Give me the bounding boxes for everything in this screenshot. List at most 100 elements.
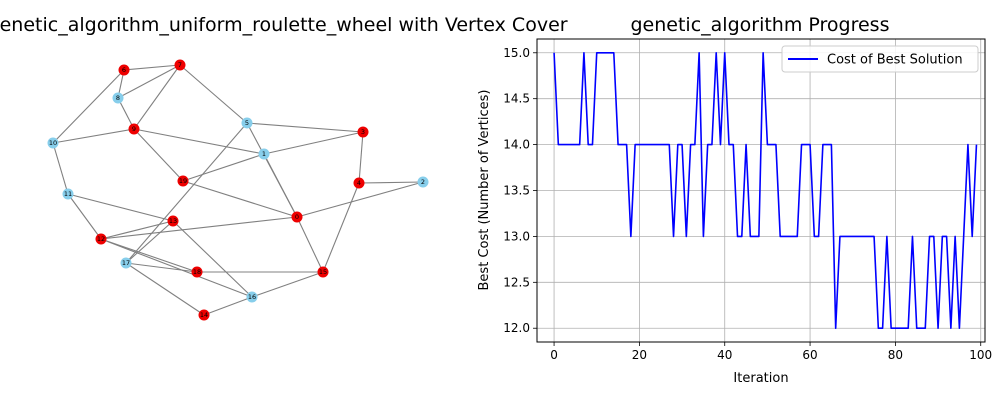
y-tick-label: 12.5 <box>503 275 530 289</box>
graph-node: 6 <box>118 64 130 76</box>
graph-edge <box>100 238 198 273</box>
graph-node: 18 <box>191 266 203 278</box>
graph-edge <box>172 220 253 298</box>
graph-node-label: 3 <box>361 128 365 136</box>
graph-node-label: 14 <box>200 311 208 319</box>
graph-node-marker <box>241 117 253 129</box>
graph-node-label: 16 <box>248 293 256 301</box>
graph-edge <box>125 262 205 316</box>
graph-node: 2 <box>417 176 429 188</box>
graph-edge <box>67 193 174 222</box>
graph-node: 17 <box>120 257 132 269</box>
graph-node-marker <box>118 64 130 76</box>
graph-node: 11 <box>62 188 74 200</box>
graph-node: 8 <box>112 92 124 104</box>
graph-edge <box>296 181 424 218</box>
graph-node-marker <box>95 233 107 245</box>
graph-edge <box>246 122 364 133</box>
graph-node-marker <box>47 137 59 149</box>
x-axis-label: Iteration <box>733 371 788 386</box>
legend-box <box>781 45 979 73</box>
graph-edge <box>182 180 298 218</box>
graph-edge <box>263 153 298 218</box>
graph-node: 10 <box>47 137 59 149</box>
graph-node-label: 1 <box>262 150 266 158</box>
graph-edge <box>251 271 324 298</box>
graph-edge <box>125 220 174 264</box>
graph-edge <box>125 122 248 264</box>
graph-node: 3 <box>357 126 369 138</box>
graph-node: 19 <box>177 175 189 187</box>
graph-node-marker <box>353 177 365 189</box>
graph-edge <box>125 262 198 273</box>
x-tick-label: 0 <box>550 348 558 362</box>
graph-edge <box>100 216 298 240</box>
graph-node: 15 <box>317 266 329 278</box>
graph-node-label: 13 <box>169 217 177 225</box>
graph-edge <box>358 131 364 184</box>
graph-node-label: 10 <box>49 139 57 147</box>
graph-node: 13 <box>167 215 179 227</box>
graph-node-marker <box>62 188 74 200</box>
y-tick-label: 14.0 <box>503 138 530 152</box>
graph-node-marker <box>291 211 303 223</box>
y-tick-label: 13.5 <box>503 184 530 198</box>
graph-node-label: 7 <box>178 61 182 69</box>
graph-node-marker <box>112 92 124 104</box>
y-axis-label: Best Cost (Number of Vertices) <box>477 90 492 291</box>
graph-edge <box>123 64 181 71</box>
graph-node: 1 <box>258 148 270 160</box>
plot-area: 0 20 40 60 80 100 12.0 12.5 13.0 13.5 14.0 14.5 15.0 <box>503 38 992 362</box>
chart-title: genetic_algorithm Progress <box>631 14 890 36</box>
graph-node-label: 17 <box>122 259 130 267</box>
graph-node-marker <box>417 176 429 188</box>
graph-node: 0 <box>291 211 303 223</box>
graph-node-label: 11 <box>64 190 72 198</box>
graph-edge <box>182 153 265 182</box>
graph-node: 14 <box>198 309 210 321</box>
graph-node-marker <box>246 291 258 303</box>
graph-node-marker <box>357 126 369 138</box>
x-tick-label: 40 <box>717 348 732 362</box>
graph-edge <box>296 216 324 273</box>
y-tick-label: 15.0 <box>503 46 530 60</box>
graph-edge <box>133 128 265 155</box>
graph-node-label: 4 <box>357 179 361 187</box>
grid-lines <box>537 39 985 342</box>
graph-node-marker <box>317 266 329 278</box>
y-tick-label: 12.0 <box>503 321 530 335</box>
legend: Cost of Best Solution <box>781 45 979 73</box>
graph-node-marker <box>198 309 210 321</box>
graph-edge <box>203 296 253 316</box>
graph-edge <box>52 128 135 144</box>
graph-node-label: 15 <box>319 268 327 276</box>
graph-node-label: 0 <box>295 213 299 221</box>
graph-node-label: 12 <box>97 235 105 243</box>
graph-edge <box>67 193 102 240</box>
axis-ticks: 0 20 40 60 80 100 12.0 12.5 13.0 13.5 14.0 14.5 15.0 <box>503 46 992 362</box>
series-line <box>553 51 978 330</box>
graph-edge <box>117 64 181 99</box>
graph-edge <box>100 220 174 240</box>
graph-node: 9 <box>128 123 140 135</box>
x-tick-label: 100 <box>969 348 992 362</box>
graph-node-label: 5 <box>245 119 249 127</box>
graph-edge <box>133 128 184 182</box>
graph-node-marker <box>191 266 203 278</box>
graph-node: 12 <box>95 233 107 245</box>
x-tick-label: 20 <box>632 348 647 362</box>
graph-node: 5 <box>241 117 253 129</box>
graph-edge <box>52 69 125 144</box>
graph-node: 4 <box>353 177 365 189</box>
graph-node-marker <box>174 59 186 71</box>
x-tick-label: 80 <box>888 348 903 362</box>
y-tick-label: 14.5 <box>503 92 530 106</box>
graph-node: 7 <box>174 59 186 71</box>
graph-title: graph_genetic_algorithm_uniform_roulette… <box>0 14 568 36</box>
graph-node-marker <box>177 175 189 187</box>
graph-node-label: 6 <box>122 66 126 74</box>
graph-edge <box>133 64 181 130</box>
graph-edges <box>52 64 424 316</box>
graph-edge <box>117 97 135 130</box>
graph-node-label: 19 <box>179 177 187 185</box>
